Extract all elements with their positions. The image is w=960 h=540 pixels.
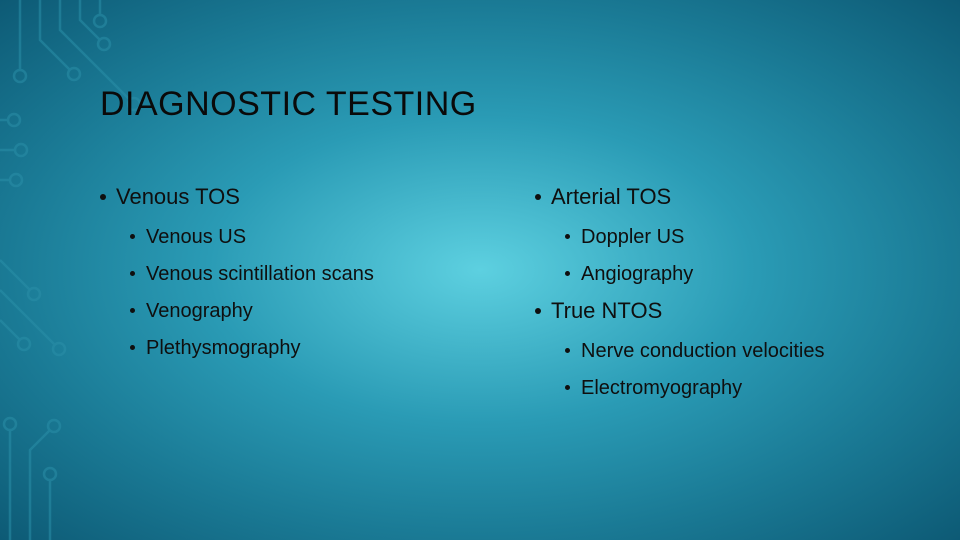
section-heading: Venous TOS: [100, 184, 485, 210]
list-item: Plethysmography: [130, 335, 485, 362]
content-area: Venous TOS Venous US Venous scintillatio…: [100, 180, 920, 412]
section-heading: True NTOS: [535, 298, 920, 324]
list-item: Venography: [130, 298, 485, 325]
list-item: Doppler US: [565, 224, 920, 251]
list-item: Venous scintillation scans: [130, 261, 485, 288]
list-item: Venous US: [130, 224, 485, 251]
slide-title: DIAGNOSTIC TESTING: [100, 85, 477, 124]
right-column: Arterial TOS Doppler US Angiography True…: [535, 180, 920, 412]
left-column: Venous TOS Venous US Venous scintillatio…: [100, 180, 485, 412]
list-item: Angiography: [565, 261, 920, 288]
section-true-ntos: True NTOS Nerve conduction velocities El…: [535, 298, 920, 402]
list-item: Electromyography: [565, 375, 920, 402]
section-venous-tos: Venous TOS Venous US Venous scintillatio…: [100, 184, 485, 362]
list-item: Nerve conduction velocities: [565, 338, 920, 365]
section-arterial-tos: Arterial TOS Doppler US Angiography: [535, 184, 920, 288]
section-heading: Arterial TOS: [535, 184, 920, 210]
